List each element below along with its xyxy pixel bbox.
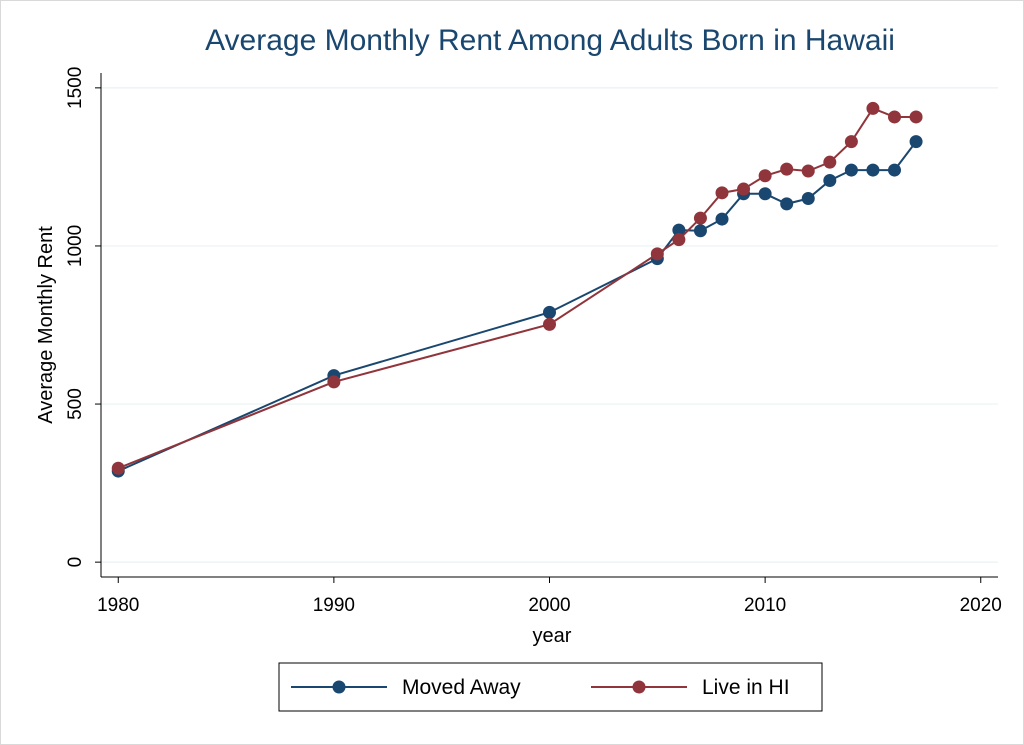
data-point — [758, 187, 772, 201]
x-tick-label: 2010 — [744, 595, 786, 616]
data-point — [715, 186, 729, 200]
data-point — [801, 164, 815, 178]
data-point — [715, 212, 729, 226]
data-point — [693, 224, 707, 238]
data-point — [111, 461, 125, 475]
data-point — [801, 192, 815, 206]
x-tick-label: 2000 — [528, 595, 570, 616]
data-point — [780, 197, 794, 211]
y-tick-label: 500 — [65, 388, 86, 420]
data-point — [909, 135, 923, 149]
legend-marker — [332, 680, 346, 694]
chart-title: Average Monthly Rent Among Adults Born i… — [205, 24, 895, 57]
legend-marker — [632, 680, 646, 694]
y-tick-label: 1000 — [65, 225, 86, 267]
data-point — [909, 110, 923, 124]
x-axis-label: year — [533, 625, 572, 647]
x-tick-label: 1980 — [97, 595, 139, 616]
data-point — [650, 247, 664, 261]
x-tick-label: 1990 — [313, 595, 355, 616]
data-point — [888, 110, 901, 124]
data-point — [844, 135, 858, 149]
data-point — [737, 182, 751, 196]
data-point — [866, 101, 880, 115]
data-point — [844, 163, 858, 177]
data-point — [543, 317, 556, 331]
data-point — [672, 233, 686, 247]
x-tick-label: 2020 — [960, 595, 1002, 616]
data-point — [543, 305, 556, 319]
series-line — [117, 107, 917, 470]
data-point — [758, 169, 772, 183]
legend-label: Moved Away — [402, 676, 521, 699]
y-tick-label: 0 — [65, 557, 86, 568]
data-point — [693, 211, 707, 225]
data-point — [780, 162, 794, 176]
y-axis-label: Average Monthly Rent — [35, 226, 57, 424]
series-line — [117, 141, 917, 472]
legend-label: Live in HI — [702, 676, 790, 699]
data-point — [823, 155, 837, 169]
data-point — [672, 223, 686, 237]
data-point — [888, 163, 901, 177]
data-point — [327, 375, 341, 389]
y-tick-label: 1500 — [65, 67, 86, 109]
data-point — [866, 163, 880, 177]
data-point — [823, 174, 837, 188]
